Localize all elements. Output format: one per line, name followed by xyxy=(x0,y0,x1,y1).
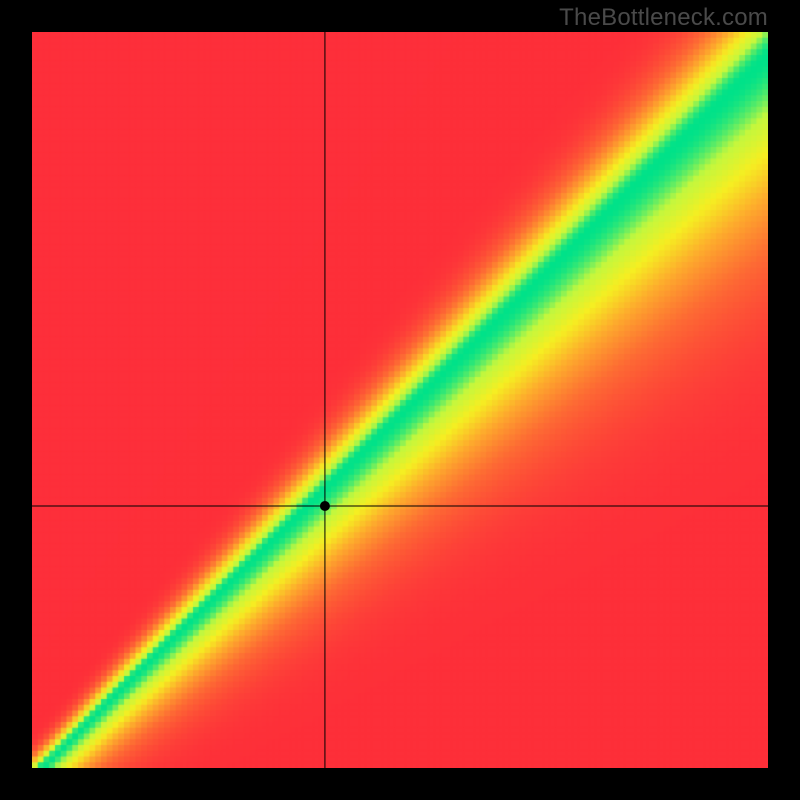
watermark-text: TheBottleneck.com xyxy=(559,4,768,32)
chart-frame: TheBottleneck.com xyxy=(0,0,800,800)
heatmap-canvas xyxy=(32,32,768,768)
plot-area xyxy=(32,32,768,768)
